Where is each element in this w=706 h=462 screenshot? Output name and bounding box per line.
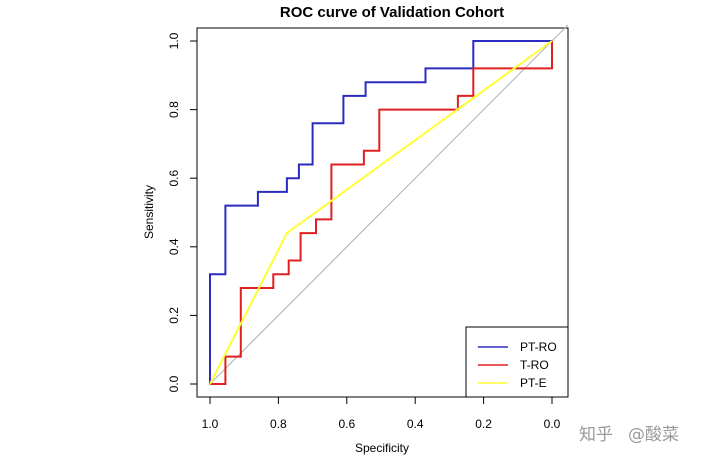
x-tick-label: 0.2 xyxy=(475,417,492,431)
x-axis-title: Specificity xyxy=(355,441,409,455)
series-line-pt-ro xyxy=(209,40,552,384)
y-axis-title: Sensitivity xyxy=(142,185,156,239)
legend-label-pt-ro: PT-RO xyxy=(520,340,557,354)
y-tick-label: 1.0 xyxy=(167,32,181,49)
chart-title: ROC curve of Validation Cohort xyxy=(280,4,504,21)
reference-diagonal xyxy=(209,24,569,385)
legend: PT-RO T-RO PT-E xyxy=(465,326,569,398)
x-tick-label: 1.0 xyxy=(202,417,219,431)
watermark-handle: @酸菜 xyxy=(628,425,679,445)
y-tick-label: 0.6 xyxy=(167,170,181,187)
y-tick-label: 0.4 xyxy=(167,238,181,255)
y-tick-label: 0.0 xyxy=(167,375,181,392)
series-layer xyxy=(209,40,553,385)
legend-label-pt-e: PT-E xyxy=(520,376,547,390)
series-line-pt-e xyxy=(209,40,553,385)
reference-line-layer xyxy=(209,24,569,385)
y-tick-label: 0.2 xyxy=(167,307,181,324)
legend-box xyxy=(465,326,569,398)
legend-label-t-ro: T-RO xyxy=(520,358,549,372)
series-line-t-ro xyxy=(210,41,553,385)
watermark-brand: 知乎 xyxy=(579,425,613,445)
x-tick-label: 0.8 xyxy=(270,417,287,431)
x-tick-label: 0.6 xyxy=(338,417,355,431)
y-tick-label: 0.8 xyxy=(167,101,181,118)
y-axis: 0.0 0.2 0.4 0.6 0.8 1.0 xyxy=(167,32,198,392)
x-tick-label: 0.0 xyxy=(544,417,561,431)
x-axis: 1.0 0.8 0.6 0.4 0.2 0.0 xyxy=(202,396,561,431)
x-tick-label: 0.4 xyxy=(407,417,424,431)
